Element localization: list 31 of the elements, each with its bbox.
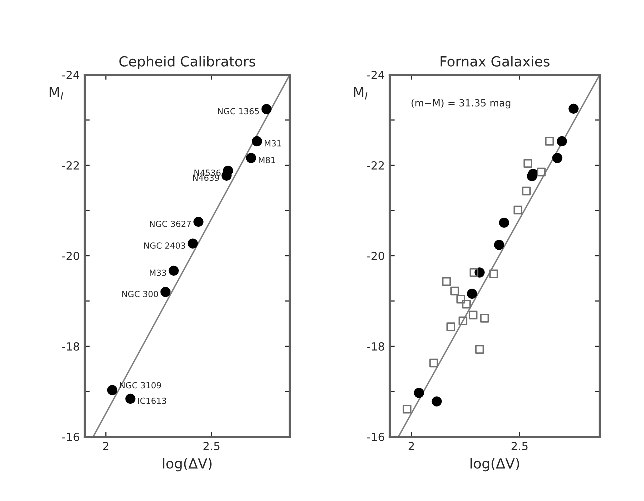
y-tick-label: -20: [368, 252, 384, 260]
x-axis-title: log(ΔV): [163, 458, 212, 472]
chart-title: Cepheid Calibrators: [120, 56, 256, 70]
y-tick-label: -20: [62, 252, 80, 260]
y-tick-label: -18: [62, 342, 80, 351]
annotation: M81: [259, 157, 276, 164]
annotation: NGC 3627: [150, 220, 192, 228]
annotation: IC1613: [138, 398, 166, 404]
y-tick-label: -18: [368, 342, 384, 351]
y-tick-label: -24: [62, 70, 80, 80]
y-tick-label: -16: [62, 432, 80, 442]
annotation: (m−M) = 31.35 mag: [412, 99, 511, 109]
y-axis-title: M$_{I}$: [354, 87, 368, 100]
y-tick-label: -16: [368, 432, 384, 442]
annotation: NGC 1365: [218, 108, 260, 115]
x-tick-label: 2: [103, 442, 109, 450]
annotation: NGC 300: [122, 291, 158, 298]
annotation: NGC 2403: [144, 242, 186, 249]
x-tick-label: 2.5: [512, 442, 528, 450]
x-tick-label: 2: [408, 442, 414, 450]
chart-title: Fornax Galaxies: [440, 56, 550, 67]
annotation: N4536: [194, 170, 221, 176]
x-axis-title: log(ΔV): [470, 458, 520, 472]
x-tick-label: 2.5: [204, 442, 220, 450]
y-tick-label: -24: [368, 70, 385, 80]
annotation: M33: [150, 270, 166, 276]
annotation: M31: [265, 140, 282, 147]
y-tick-label: -22: [62, 161, 80, 170]
annotation: N4639: [193, 174, 220, 182]
y-axis-title: M$_{I}$: [50, 87, 64, 100]
y-tick-label: -22: [368, 161, 384, 170]
